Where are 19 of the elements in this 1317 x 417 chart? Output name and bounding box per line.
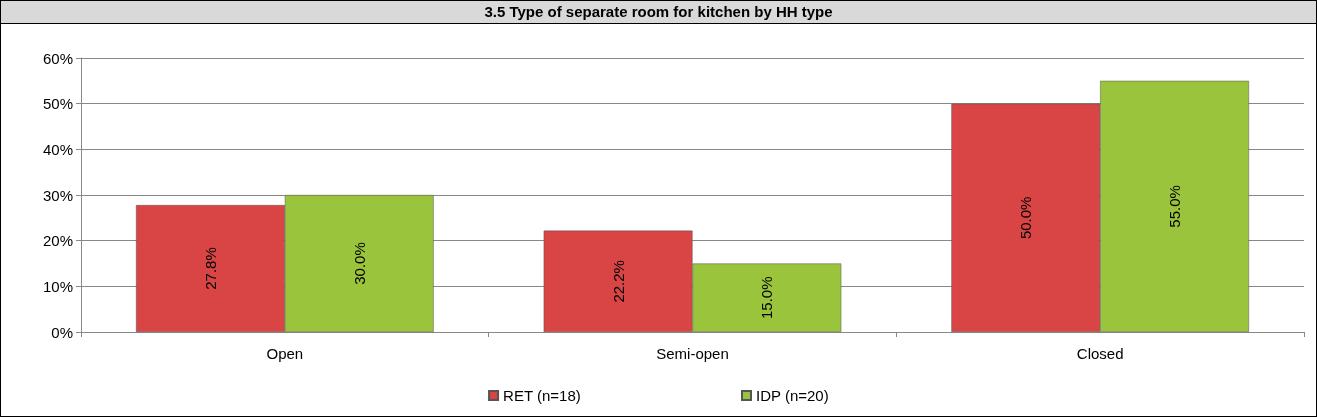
- y-tick-label: 60%: [42, 49, 73, 67]
- data-label: 30.0%: [350, 242, 368, 285]
- y-tick-label: 0%: [51, 323, 73, 341]
- chart-title: 3.5 Type of separate room for kitchen by HH type: [1, 1, 1316, 24]
- legend-label: RET (n=18): [503, 387, 581, 404]
- y-tick-label: 20%: [42, 232, 73, 250]
- y-tick-label: 40%: [42, 140, 73, 158]
- x-tick-label: Closed: [1076, 345, 1124, 362]
- x-tick-label: Semi-open: [656, 345, 729, 362]
- data-label: 22.2%: [609, 260, 627, 303]
- y-tick-label: 10%: [42, 277, 73, 295]
- y-tick-label: 30%: [42, 186, 73, 204]
- data-label: 55.0%: [1166, 185, 1184, 228]
- y-tick-label: 50%: [42, 95, 73, 113]
- data-label: 50.0%: [1017, 196, 1035, 240]
- data-label: 27.8%: [201, 247, 219, 290]
- data-label: 15.0%: [758, 276, 776, 320]
- legend-label: IDP (n=20): [756, 387, 829, 404]
- x-tick-label: Open: [266, 345, 304, 362]
